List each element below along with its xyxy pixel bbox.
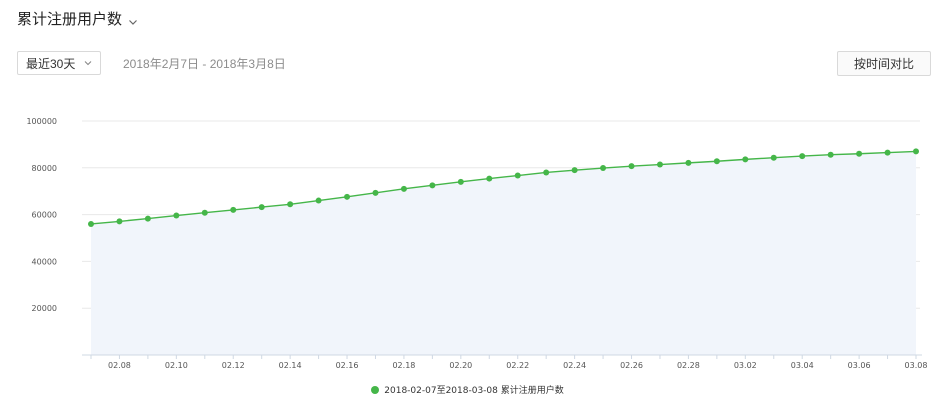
x-tick-label: 02.08	[108, 361, 131, 370]
data-point[interactable]	[173, 212, 180, 219]
data-point[interactable]	[400, 185, 407, 192]
y-tick-label: 100000	[26, 117, 57, 126]
x-axis-ticks: 02.08 02.10 02.12 02.14 02.16 02.18 02.20 02.22…	[90, 355, 928, 370]
data-point[interactable]	[827, 151, 834, 158]
data-point[interactable]	[628, 163, 635, 170]
title-row[interactable]: 累计注册用户数	[17, 8, 138, 29]
data-point[interactable]	[230, 206, 237, 213]
data-point[interactable]	[201, 209, 208, 216]
data-point[interactable]	[514, 172, 521, 179]
data-point[interactable]	[571, 167, 578, 174]
x-tick-label: 02.18	[392, 361, 415, 370]
x-tick-label: 02.12	[222, 361, 245, 370]
legend-marker	[371, 385, 380, 394]
data-point[interactable]	[656, 161, 663, 168]
data-point[interactable]	[742, 156, 749, 163]
page-title: 累计注册用户数	[17, 11, 123, 28]
series-points	[88, 148, 919, 227]
date-range-text: 2018年2月7日 - 2018年3月8日	[123, 56, 286, 71]
data-point[interactable]	[457, 178, 464, 185]
data-point[interactable]	[856, 150, 863, 157]
data-point[interactable]	[713, 158, 720, 165]
x-tick-label: 02.20	[449, 361, 472, 370]
data-point[interactable]	[770, 154, 777, 161]
y-tick-label: 80000	[32, 164, 57, 173]
data-point[interactable]	[429, 182, 436, 189]
data-point[interactable]	[600, 165, 607, 172]
data-point[interactable]	[884, 149, 891, 156]
x-tick-label: 02.22	[506, 361, 529, 370]
data-point[interactable]	[258, 204, 265, 211]
x-tick-label: 03.04	[791, 361, 814, 370]
x-tick-label: 02.26	[620, 361, 643, 370]
data-point[interactable]	[287, 201, 294, 208]
data-point[interactable]	[685, 159, 692, 166]
legend[interactable]: 2018-02-07至2018-03-08 累计注册用户数	[0, 383, 935, 396]
x-tick-label: 02.14	[279, 361, 302, 370]
x-tick-label: 02.28	[677, 361, 700, 370]
x-tick-label: 03.06	[848, 361, 871, 370]
x-tick-label: 02.24	[563, 361, 586, 370]
chevron-down-icon	[84, 56, 92, 70]
data-point[interactable]	[486, 175, 493, 182]
data-point[interactable]	[372, 189, 379, 196]
data-point[interactable]	[344, 193, 351, 200]
chevron-down-icon[interactable]	[128, 14, 138, 25]
x-tick-label: 02.16	[336, 361, 359, 370]
data-point[interactable]	[543, 169, 550, 176]
data-point[interactable]	[88, 220, 94, 227]
data-point[interactable]	[315, 197, 322, 204]
y-tick-label: 40000	[32, 257, 57, 266]
data-point[interactable]	[799, 153, 806, 160]
x-tick-label: 03.08	[905, 361, 928, 370]
compare-by-time-button[interactable]: 按时间对比	[837, 51, 931, 76]
legend-label: 2018-02-07至2018-03-08 累计注册用户数	[384, 386, 564, 396]
range-select-value: 最近30天	[26, 56, 76, 71]
range-select[interactable]: 最近30天	[17, 51, 101, 75]
data-point[interactable]	[116, 218, 123, 225]
x-tick-label: 02.10	[165, 361, 188, 370]
y-tick-label: 20000	[32, 304, 57, 313]
area-fill	[91, 151, 916, 355]
y-tick-label: 60000	[32, 211, 57, 220]
y-axis-ticks: 20000 40000 60000 80000 100000	[26, 117, 57, 313]
controls: 最近30天 2018年2月7日 - 2018年3月8日	[17, 51, 286, 75]
data-point[interactable]	[913, 148, 919, 155]
series-line	[90, 150, 917, 225]
data-point[interactable]	[144, 215, 151, 222]
x-tick-label: 03.02	[734, 361, 757, 370]
